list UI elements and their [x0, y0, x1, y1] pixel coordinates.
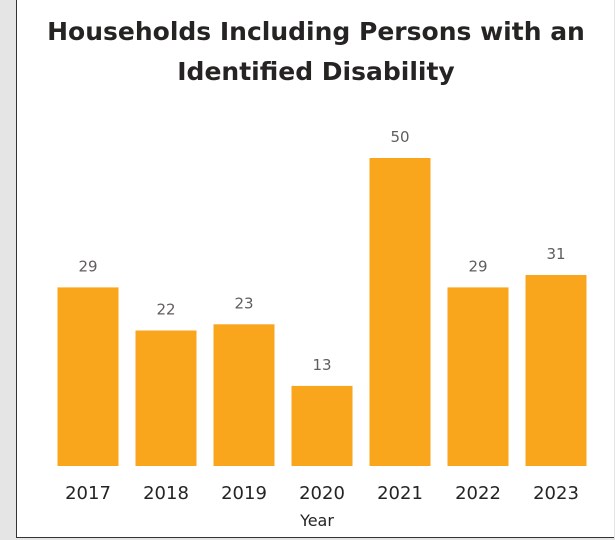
data-label-2020: 13 [312, 356, 331, 374]
x-tick-label-2020: 2020 [299, 483, 345, 504]
x-tick-labels-group: 2017 2018 2019 2020 2021 2022 2023 [65, 483, 579, 504]
data-label-2019: 23 [234, 294, 253, 312]
data-label-2018: 22 [156, 301, 175, 319]
bar-2021 [369, 158, 431, 466]
data-label-2017: 29 [78, 257, 97, 275]
x-tick-label-2021: 2021 [377, 483, 423, 504]
chart-title: Households Including Persons with an Ide… [47, 17, 585, 86]
bar-2018 [135, 330, 197, 466]
bar-2020 [291, 385, 353, 466]
x-axis-title: Year [299, 511, 334, 530]
x-tick-label-2018: 2018 [143, 483, 189, 504]
chart-panel: Households Including Persons with an Ide… [16, 0, 614, 538]
data-label-2023: 31 [546, 245, 565, 263]
data-labels-group: 29 22 23 13 50 29 31 [78, 128, 565, 374]
data-label-2021: 50 [390, 128, 409, 146]
data-label-2022: 29 [468, 257, 487, 275]
x-tick-label-2019: 2019 [221, 483, 267, 504]
x-tick-label-2023: 2023 [533, 483, 579, 504]
bars-group [57, 158, 587, 466]
x-tick-label-2017: 2017 [65, 483, 111, 504]
x-tick-label-2022: 2022 [455, 483, 501, 504]
bar-2017 [57, 287, 119, 466]
bar-2019 [213, 324, 275, 466]
bar-2023 [525, 275, 587, 466]
bar-2022 [447, 287, 509, 466]
